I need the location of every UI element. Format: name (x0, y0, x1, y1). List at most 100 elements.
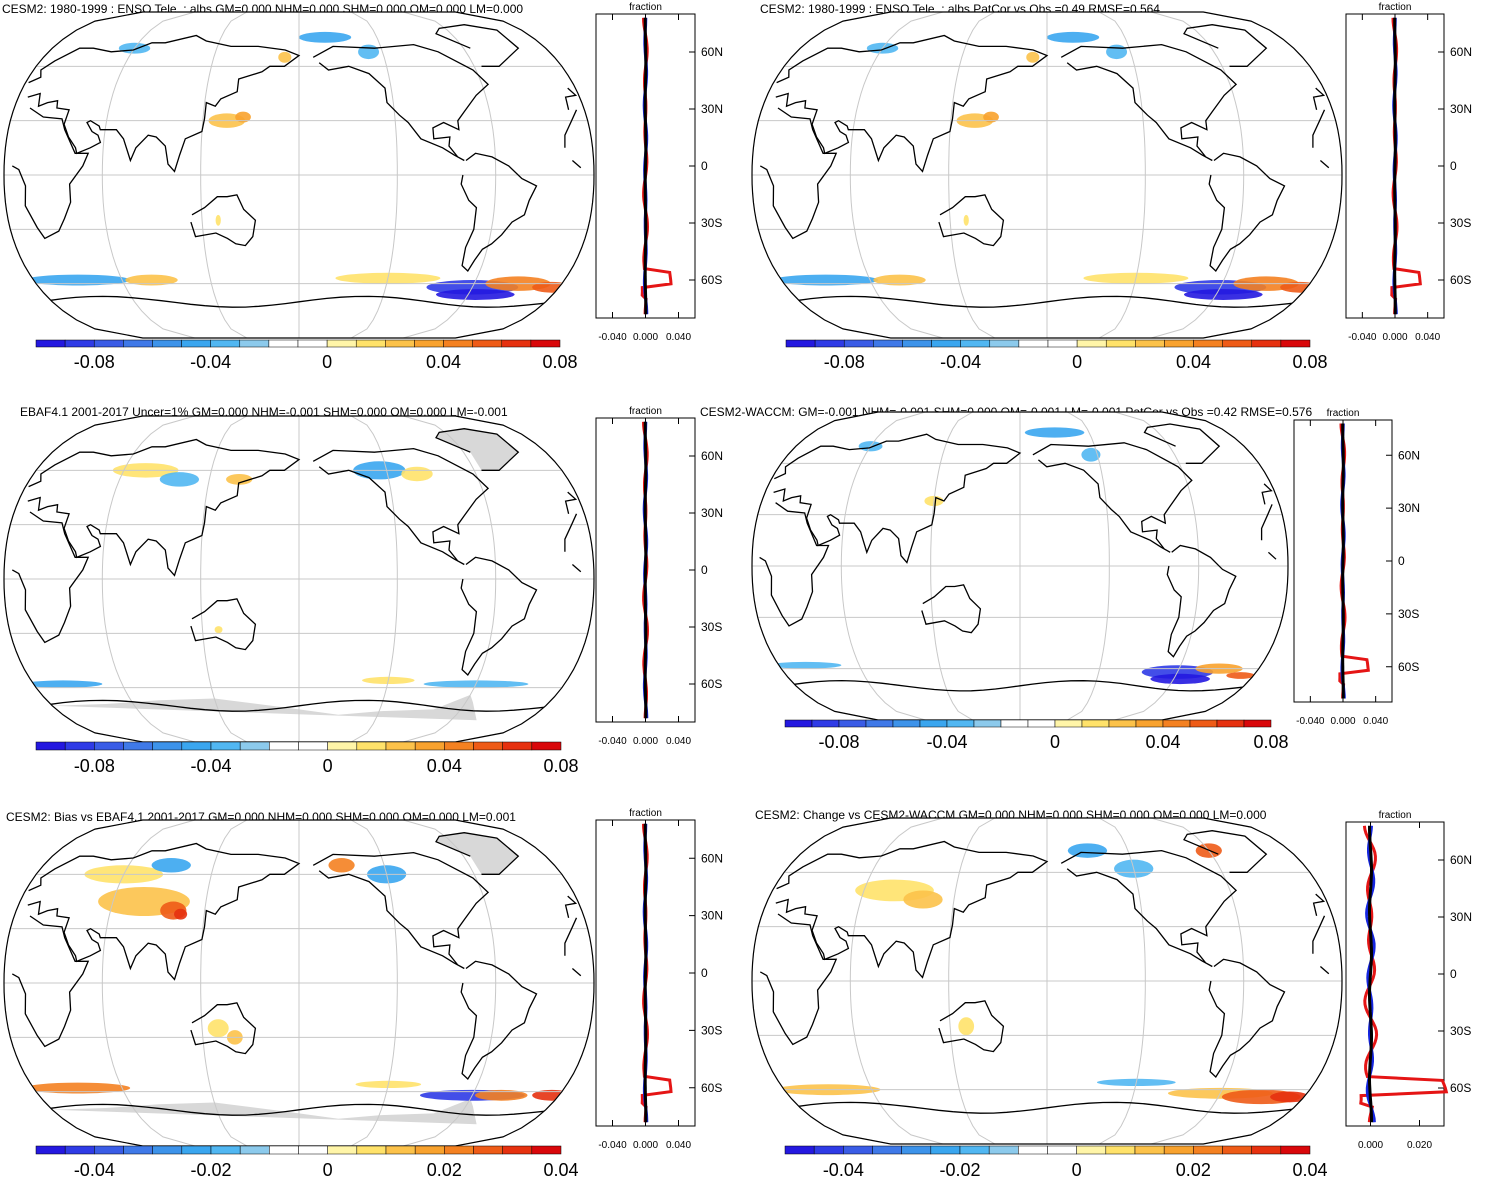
map-field (752, 12, 1342, 338)
coastline-south-america (460, 556, 538, 677)
profile-lat-label: 0 (1450, 967, 1457, 981)
missing-data-greenland (436, 832, 519, 875)
field-anomaly-patch (983, 111, 999, 123)
coastline-australia (190, 598, 257, 651)
missing-data-antarctica (52, 1098, 477, 1146)
missing-data-antarctica (52, 694, 477, 742)
coastline-north-america (1060, 849, 1238, 968)
field-anomaly-patch (1226, 672, 1255, 679)
profile-lat-label: 30S (1398, 607, 1419, 621)
coastline-north-america (312, 447, 490, 566)
coastline-africa (11, 107, 90, 240)
profile-x-label: 0.040 (666, 1140, 691, 1151)
profile-lat-label: 0 (701, 966, 708, 980)
coastline-africa (564, 513, 578, 552)
profile-x-label: 0.000 (1330, 716, 1355, 727)
missing-data-greenland (436, 428, 519, 471)
coastline-antarctica (798, 1101, 1293, 1114)
field-anomaly-patch (151, 858, 191, 873)
coastline-south-america (460, 960, 538, 1081)
profile-lat-label: 60N (701, 45, 723, 59)
profile-x-label: 0.000 (1358, 1140, 1383, 1151)
field-anomaly-patch (235, 111, 251, 123)
profile-axis-label: fraction (629, 406, 662, 417)
colorbar-label: 0 (1072, 1160, 1082, 1178)
colorbar-label: -0.04 (190, 756, 231, 776)
field-anomaly-patch (773, 274, 879, 286)
field-anomaly-patch (23, 680, 103, 688)
field-anomaly-patch (125, 274, 178, 286)
coastline-antarctica (50, 699, 545, 712)
field-anomaly-patch (1026, 51, 1040, 63)
coastline-eurasia (1312, 87, 1326, 110)
profile-x-label: 0.040 (1415, 332, 1440, 343)
profile-axis-label: fraction (1327, 408, 1360, 419)
colorbar-swatch (530, 339, 561, 348)
field-anomaly-patch (25, 274, 131, 286)
profile-x-label: 0.000 (633, 736, 658, 747)
profile-lat-label: 30S (1450, 1024, 1471, 1038)
coastline-greenland (435, 428, 520, 471)
profile-lat-label: 30S (1450, 216, 1471, 230)
coastline-north-america (1060, 43, 1238, 162)
profile-x-label: 0.040 (666, 736, 691, 747)
field-anomaly-patch (475, 1089, 528, 1101)
profile-line-mean (643, 17, 648, 315)
field-anomaly-patch (435, 289, 515, 300)
colorbar-swatch (1134, 1145, 1165, 1155)
profile-x-label: 0.040 (1363, 716, 1388, 727)
colorbar-swatch (813, 1145, 844, 1155)
field-anomaly-patch (1024, 427, 1085, 438)
coastline-africa (1267, 551, 1277, 560)
coastline-south-america (1208, 958, 1286, 1079)
colorbar-label: -0.04 (926, 732, 967, 752)
colorbar-label: -0.08 (74, 756, 115, 776)
coastline-africa (759, 107, 838, 240)
coastline-antarctica (50, 295, 545, 308)
profile-lat-label: 30S (701, 216, 722, 230)
coastline-eurasia (27, 842, 301, 981)
coastline-australia (190, 194, 257, 247)
profile-x-label: -0.040 (598, 736, 627, 747)
profile-axis-label: fraction (629, 2, 662, 13)
profile-lat-label: 60S (701, 677, 722, 691)
field-anomaly-patch (174, 908, 188, 920)
colorbar-swatch (1243, 719, 1272, 728)
coastline-africa (571, 564, 582, 573)
coastline-eurasia (1261, 483, 1273, 505)
field-anomaly-patch (963, 214, 969, 226)
coastline-africa (11, 511, 90, 644)
colorbar-label: 0.04 (1292, 1160, 1327, 1178)
colorbar-swatch (901, 1145, 932, 1155)
profile-x-label: 0.040 (666, 332, 691, 343)
colorbar-swatch (872, 1145, 902, 1155)
coastline-africa (759, 913, 838, 1046)
profile-axis-label: fraction (629, 808, 662, 819)
colorbar-label: -0.08 (74, 352, 115, 372)
coastline-eurasia (1312, 893, 1326, 916)
coastline-africa (571, 160, 582, 169)
map-border (3, 11, 595, 339)
profile-lat-label: 60S (1450, 1081, 1471, 1095)
colorbar-label: 0 (1050, 732, 1060, 752)
colorbar-swatch (1163, 1145, 1194, 1155)
profile-lat-label: 30N (1398, 501, 1420, 515)
coastline-eurasia (564, 895, 578, 918)
profile-lat-label: 30N (701, 102, 723, 116)
colorbar-swatch (1222, 1145, 1252, 1155)
colorbar-label: 0.08 (1292, 352, 1327, 372)
colorbar-swatch (1251, 1145, 1282, 1155)
coastline-africa (1312, 109, 1326, 148)
profile-lat-label: 0 (1450, 159, 1457, 173)
coastline-africa (1319, 160, 1330, 169)
map-border (3, 415, 595, 743)
field-anomaly-patch (1183, 289, 1263, 300)
field-anomaly-patch (1081, 447, 1101, 462)
colorbar-swatch (1076, 1145, 1107, 1155)
colorbar-label: -0.02 (190, 1160, 231, 1178)
profile-lat-label: 60N (701, 449, 723, 463)
profile-lat-label: 0 (1398, 554, 1405, 568)
coastline-eurasia (564, 491, 578, 514)
